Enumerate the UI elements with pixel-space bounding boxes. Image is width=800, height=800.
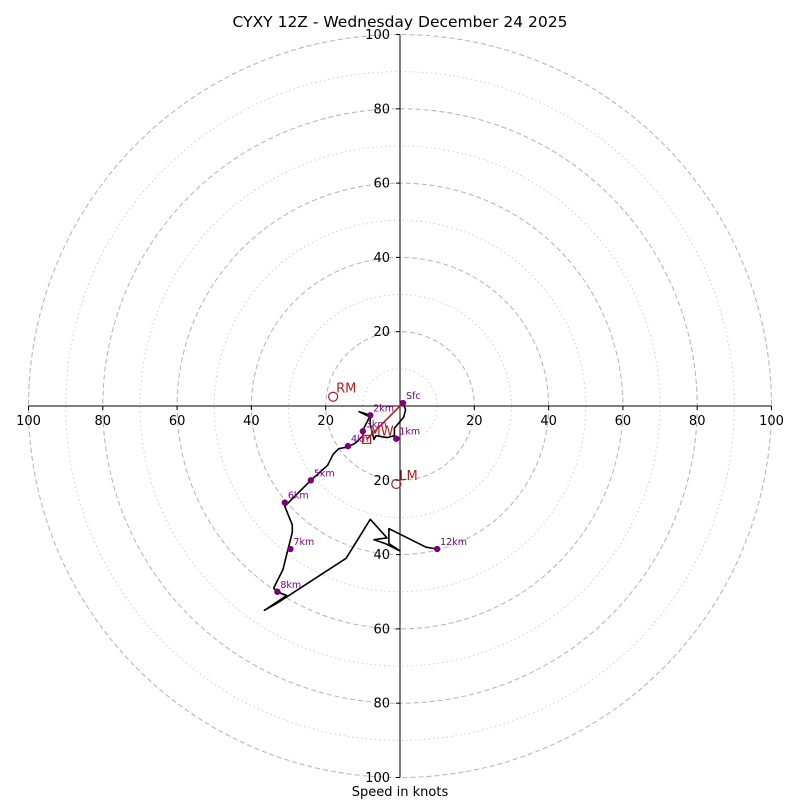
x-tick-label: 40 <box>540 414 557 429</box>
x-tick-label: 20 <box>466 414 483 429</box>
x-tick-label: 20 <box>317 414 334 429</box>
height-label-2km: 2km <box>373 403 394 414</box>
x-tick-label: 60 <box>169 414 186 429</box>
y-tick-label: 80 <box>373 102 390 117</box>
height-label-8km: 8km <box>280 580 301 591</box>
height-point-5km <box>307 477 315 484</box>
x-tick-label: 40 <box>243 414 260 429</box>
height-point-sfc <box>399 399 407 407</box>
marker-mw <box>361 434 372 445</box>
x-axis-label: Speed in knots <box>352 785 449 800</box>
height-point-3km <box>359 428 367 435</box>
height-point-1km <box>393 435 400 442</box>
height-label-1km: 1km <box>399 427 420 438</box>
x-tick-label: 60 <box>615 414 632 429</box>
x-tick-label: 100 <box>16 414 41 429</box>
y-tick-label: 100 <box>365 28 390 43</box>
x-tick-label: 80 <box>95 414 112 429</box>
y-tick-label: 60 <box>373 177 390 192</box>
shear-vector <box>365 402 404 441</box>
height-point-8km <box>274 588 281 595</box>
y-tick-label: 40 <box>373 251 390 266</box>
marker-lm <box>391 478 402 490</box>
height-point-6km <box>281 499 289 506</box>
y-tick-label: 20 <box>373 474 390 489</box>
height-label-12km: 12km <box>440 537 467 548</box>
height-label-6km: 6km <box>288 491 309 502</box>
chart-title: CYXY 12Z - Wednesday December 24 2025 <box>233 13 568 31</box>
x-tick-label: 80 <box>689 414 706 429</box>
height-label-4km: 4km <box>351 434 372 445</box>
height-label-sfc: Sfc <box>406 391 421 402</box>
height-point-7km <box>287 545 294 553</box>
storm-motion-markers: RM LM MW <box>328 382 418 490</box>
wind-trace <box>263 402 438 612</box>
y-tick-label: 40 <box>373 548 390 563</box>
marker-label-lm: LM <box>399 469 417 484</box>
y-tick-label: 60 <box>373 622 390 637</box>
hodograph-trace-line <box>263 402 438 612</box>
height-label-3km: 3km <box>366 419 387 430</box>
marker-label-rm: RM <box>336 382 356 397</box>
x-tick-label: 100 <box>759 414 784 429</box>
height-point-2km <box>367 412 374 419</box>
y-tick-label: 20 <box>373 325 390 340</box>
marker-label-mw: MW <box>370 424 394 439</box>
height-point-12km <box>433 545 441 553</box>
tick-labels: 100 80 60 40 20 20 40 60 80 100 100 80 60 40 20 20 40 60 8… <box>16 28 784 786</box>
height-label-7km: 7km <box>293 537 314 548</box>
height-label-5km: 5km <box>314 468 335 479</box>
marker-rm <box>328 391 339 402</box>
y-tick-label: 100 <box>365 771 390 786</box>
height-point-4km <box>344 442 352 450</box>
y-tick-label: 80 <box>373 697 390 712</box>
height-points: Sfc 1km 2km 3km 4km 5km 6km 7km 8km 12km <box>274 391 467 595</box>
